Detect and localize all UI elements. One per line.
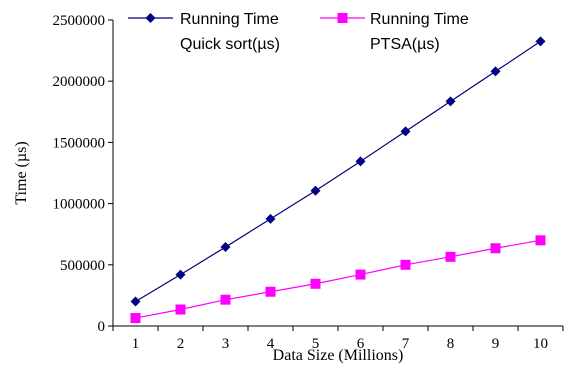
data-point-diamond	[175, 269, 186, 280]
legend-label-quicksort-line2: Quick sort(µs)	[180, 36, 280, 53]
data-point-diamond	[445, 96, 456, 107]
data-point-square	[490, 243, 501, 254]
data-point-square	[400, 259, 411, 270]
x-tick-label: 10	[533, 336, 548, 352]
y-tick-label: 500000	[60, 258, 105, 274]
legend: Running Time Quick sort(µs) Running Time…	[128, 11, 469, 53]
y-tick-label: 1000000	[53, 197, 106, 213]
x-tick-label: 6	[357, 336, 365, 352]
x-tick-label: 5	[312, 336, 320, 352]
series-ptsa	[130, 235, 546, 324]
data-point-square	[265, 286, 276, 297]
data-point-square	[355, 269, 366, 280]
x-tick-label: 3	[222, 336, 230, 352]
data-point-diamond	[220, 242, 231, 253]
x-tick-label: 7	[402, 336, 410, 352]
data-point-square	[535, 235, 546, 246]
series-quicksort	[130, 36, 546, 307]
x-tick-label: 2	[177, 336, 185, 352]
x-ticks: 1 2 3 4 5 6 7 8 9 10	[112, 326, 564, 352]
data-point-square	[310, 278, 321, 289]
y-tick-label: 2500000	[53, 13, 106, 29]
axes	[112, 20, 563, 327]
data-point-square	[175, 304, 186, 315]
y-axis-title: Time (µs)	[13, 141, 30, 204]
data-point-diamond	[310, 185, 321, 196]
data-point-diamond	[490, 66, 501, 77]
legend-square-marker-icon	[337, 13, 348, 23]
x-tick-label: 1	[132, 336, 140, 352]
data-point-square	[220, 294, 231, 305]
x-tick-label: 4	[267, 336, 275, 352]
x-tick-label: 9	[492, 336, 500, 352]
series-line	[135, 40, 541, 303]
data-point-diamond	[130, 296, 141, 307]
legend-diamond-marker-icon	[145, 13, 156, 23]
data-point-square	[445, 251, 456, 262]
series-line	[135, 239, 541, 319]
data-point-diamond	[535, 36, 546, 47]
data-point-diamond	[355, 156, 366, 167]
data-point-diamond	[400, 126, 411, 137]
legend-item-quicksort: Running Time Quick sort(µs)	[128, 11, 280, 53]
y-tick-label: 1500000	[53, 135, 106, 151]
legend-label-ptsa-line2: PTSA(µs)	[370, 36, 440, 53]
y-ticks: 0 500000 1000000 1500000 2000000 2500000	[53, 13, 113, 335]
legend-label-ptsa-line1: Running Time	[370, 11, 469, 28]
data-point-diamond	[265, 213, 276, 224]
data-point-square	[130, 313, 141, 324]
y-tick-label: 2000000	[53, 74, 106, 90]
legend-label-quicksort-line1: Running Time	[180, 11, 279, 28]
x-tick-label: 8	[447, 336, 455, 352]
legend-item-ptsa: Running Time PTSA(µs)	[320, 11, 469, 53]
y-tick-label: 0	[98, 319, 106, 335]
series-layer	[130, 36, 546, 324]
x-axis-title: Data Size (Millions)	[273, 347, 404, 364]
